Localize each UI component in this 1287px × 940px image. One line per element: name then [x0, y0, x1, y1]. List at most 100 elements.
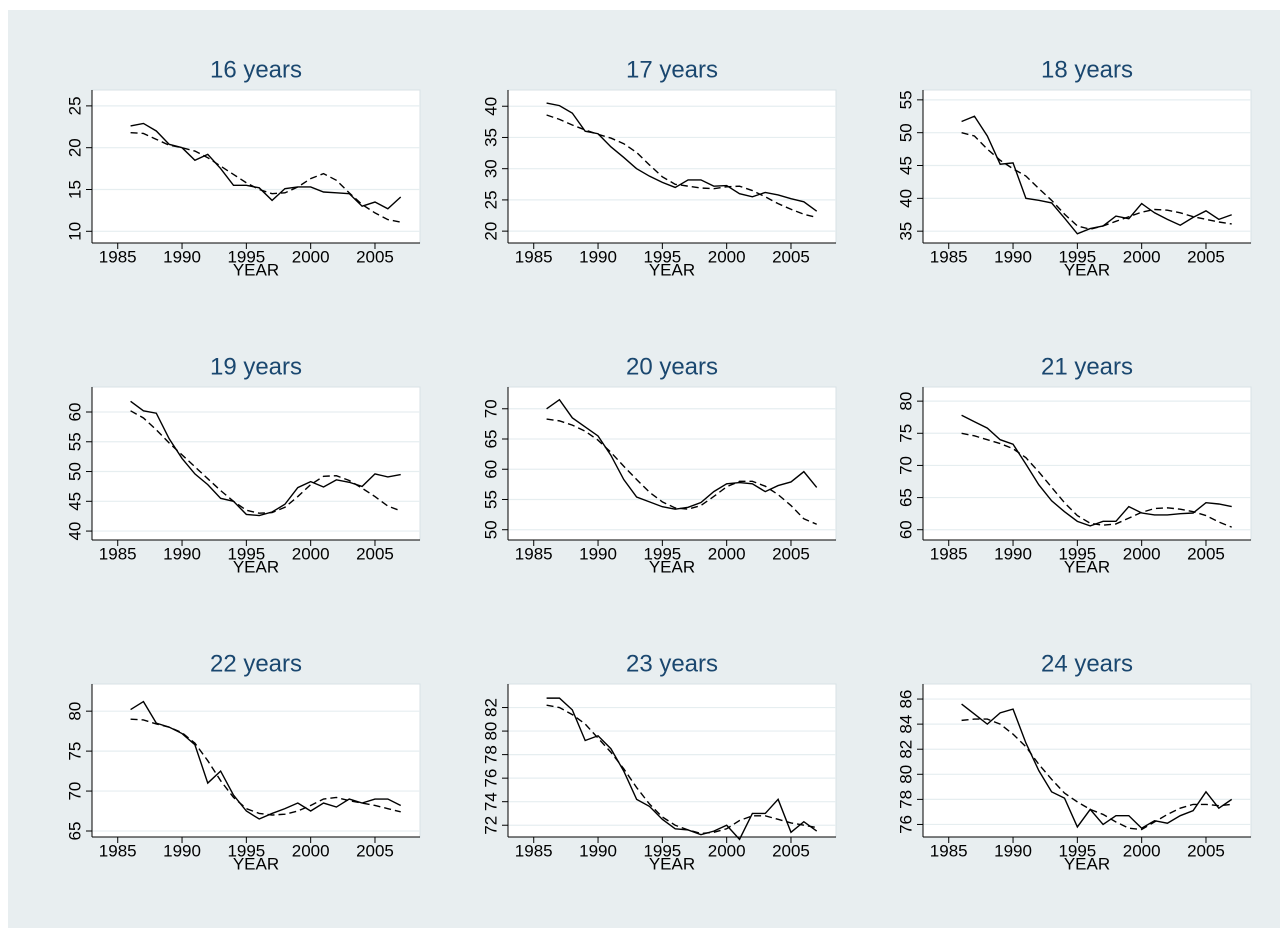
- x-tick-label: 2005: [772, 544, 810, 563]
- x-tick-label: 1995: [643, 544, 681, 563]
- y-tick-label: 20: [481, 222, 500, 241]
- plot-area: [91, 683, 421, 838]
- x-tick-label: 1990: [994, 247, 1032, 266]
- series-line: [130, 718, 401, 816]
- x-tick-label: 1990: [163, 247, 201, 266]
- x-tick-label: 2005: [1187, 544, 1225, 563]
- y-tick-label: 80: [896, 392, 915, 411]
- x-tick-label: 1985: [930, 544, 968, 563]
- y-tick-label: 25: [65, 96, 84, 115]
- y-tick-label: 65: [65, 822, 84, 841]
- plot-area: [922, 683, 1252, 838]
- chart-title: 24 years: [1041, 650, 1133, 677]
- y-tick-label: 10: [65, 222, 84, 241]
- x-tick-label: 1990: [579, 544, 617, 563]
- plot-area: [507, 386, 837, 541]
- x-axis-label: YEAR: [233, 854, 279, 873]
- x-tick-label: 2005: [356, 544, 394, 563]
- x-axis-label: YEAR: [649, 854, 695, 873]
- x-axis-label: YEAR: [1064, 854, 1110, 873]
- x-tick-label: 2005: [772, 247, 810, 266]
- y-tick-label: 65: [481, 430, 500, 449]
- y-tick-label: 55: [481, 490, 500, 509]
- y-tick-label: 78: [481, 745, 500, 764]
- chart-title: 18 years: [1041, 56, 1133, 83]
- x-tick-label: 1995: [643, 841, 681, 860]
- x-tick-label: 2000: [292, 247, 330, 266]
- plot-area: [91, 89, 421, 244]
- y-tick-label: 45: [896, 156, 915, 175]
- y-tick-label: 60: [65, 403, 84, 422]
- x-tick-label: 2000: [1123, 841, 1161, 860]
- y-tick-label: 72: [481, 816, 500, 835]
- x-tick-label: 2005: [1187, 841, 1225, 860]
- x-tick-label: 1995: [1058, 841, 1096, 860]
- x-tick-label: 2000: [708, 841, 746, 860]
- series-line: [546, 697, 818, 841]
- y-tick-label: 35: [896, 222, 915, 241]
- y-tick-label: 80: [65, 702, 84, 721]
- series-line: [546, 418, 817, 525]
- y-tick-label: 30: [481, 159, 500, 178]
- x-tick-label: 1990: [579, 247, 617, 266]
- y-tick-label: 60: [481, 460, 500, 479]
- x-axis-label: YEAR: [233, 260, 279, 279]
- x-tick-label: 1985: [515, 247, 553, 266]
- x-tick-label: 1995: [643, 247, 681, 266]
- x-tick-label: 2000: [292, 841, 330, 860]
- x-tick-label: 1995: [1058, 247, 1096, 266]
- series-line: [130, 131, 401, 223]
- x-tick-label: 1985: [930, 841, 968, 860]
- x-tick-label: 2005: [356, 247, 394, 266]
- x-axis-label: YEAR: [1064, 557, 1110, 576]
- x-tick-label: 2005: [356, 841, 394, 860]
- y-tick-label: 40: [481, 97, 500, 116]
- y-tick-label: 40: [896, 189, 915, 208]
- y-tick-label: 76: [481, 769, 500, 788]
- series-line: [961, 132, 1232, 230]
- y-tick-label: 82: [481, 698, 500, 717]
- y-tick-label: 50: [65, 462, 84, 481]
- y-tick-label: 82: [896, 740, 915, 759]
- y-tick-label: 86: [896, 690, 915, 709]
- chart-title: 20 years: [626, 353, 718, 380]
- x-tick-label: 2000: [708, 544, 746, 563]
- y-tick-label: 15: [65, 180, 84, 199]
- y-tick-label: 78: [896, 790, 915, 809]
- y-tick-label: 50: [481, 520, 500, 539]
- y-tick-label: 60: [896, 520, 915, 539]
- y-tick-label: 80: [481, 722, 500, 741]
- y-tick-label: 40: [65, 522, 84, 541]
- y-tick-label: 20: [65, 138, 84, 157]
- x-tick-label: 1990: [994, 841, 1032, 860]
- chart-title: 22 years: [210, 650, 302, 677]
- x-tick-label: 2000: [1123, 544, 1161, 563]
- x-tick-label: 1985: [515, 544, 553, 563]
- y-tick-label: 50: [896, 123, 915, 142]
- x-tick-label: 1990: [163, 544, 201, 563]
- plot-area: [922, 386, 1252, 541]
- x-tick-label: 2005: [1187, 247, 1225, 266]
- series-line: [961, 718, 1232, 831]
- series-line: [546, 114, 817, 219]
- chart-title: 16 years: [210, 56, 302, 83]
- y-tick-label: 55: [896, 90, 915, 109]
- y-tick-label: 70: [896, 456, 915, 475]
- x-axis-label: YEAR: [233, 557, 279, 576]
- x-tick-label: 1990: [579, 841, 617, 860]
- x-tick-label: 1995: [1058, 544, 1096, 563]
- x-tick-label: 2005: [772, 841, 810, 860]
- chart-title: 21 years: [1041, 353, 1133, 380]
- x-axis-label: YEAR: [1064, 260, 1110, 279]
- chart-title: 23 years: [626, 650, 718, 677]
- x-tick-label: 1995: [227, 841, 265, 860]
- y-tick-label: 70: [65, 782, 84, 801]
- y-tick-label: 65: [896, 488, 915, 507]
- y-tick-label: 55: [65, 432, 84, 451]
- x-tick-label: 1995: [227, 247, 265, 266]
- x-tick-label: 2000: [292, 544, 330, 563]
- y-tick-label: 75: [65, 742, 84, 761]
- y-tick-label: 74: [481, 792, 500, 811]
